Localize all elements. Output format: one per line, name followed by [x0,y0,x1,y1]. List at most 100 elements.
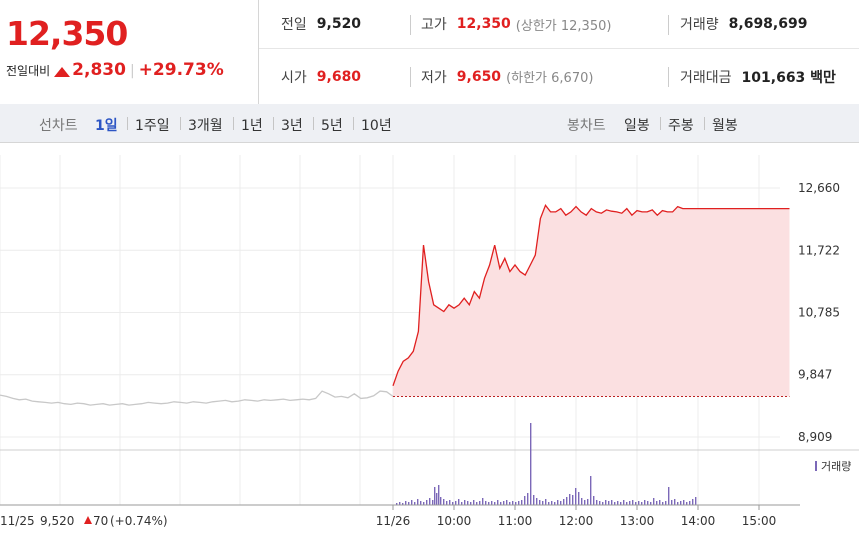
divider [660,117,661,130]
change-percent: +29.73% [138,60,224,80]
prev-day-change: 70 [93,514,108,528]
volume-bar [686,502,688,505]
upper-limit: (상한가 12,350) [515,18,612,34]
volume-bar [611,500,613,505]
period-tab-3m[interactable]: 3개월 [188,118,223,134]
volume-bar [695,497,697,505]
volume-bar [572,495,574,505]
volume-bar [605,500,607,505]
volume-bar [668,487,670,505]
volume-bar [452,502,454,505]
volume-bar [677,502,679,505]
volume-bar [644,500,646,505]
volume-bar [479,501,481,505]
quote-stats: 전일 9,520 고가 12,350 (상한가 12,350) 거래량 8,698,69… [259,0,859,104]
volume-bars [396,423,697,505]
volume-bar [512,501,514,505]
candle-tab-monthly[interactable]: 월봉 [712,118,738,134]
y-tick-label: 9,847 [798,368,832,382]
up-triangle-icon [84,516,92,524]
candle-tab-daily[interactable]: 일봉 [624,118,650,134]
y-tick-label: 8,909 [798,430,832,444]
volume-bar [578,492,580,505]
volume-bar [449,500,451,505]
volume: 거래량 8,698,699 [680,0,807,48]
period-tab-10y[interactable]: 10년 [361,118,392,134]
volume-bar [563,499,565,505]
volume-bar [692,499,694,505]
volume-bar [662,502,664,505]
divider [273,117,274,130]
volume-bar [542,501,544,505]
volume-bar [524,496,526,505]
volume-bar [470,502,472,505]
amount-label: 거래대금 [680,69,732,86]
volume-bar [539,500,541,505]
volume-bar [560,501,562,505]
period-tab-1w[interactable]: 1주일 [135,118,170,134]
volume-bar [494,502,496,505]
period-tab-5y[interactable]: 5년 [321,118,343,134]
volume-bar [659,500,661,505]
volume-bar [581,498,583,505]
volume-bar [629,501,631,505]
divider [668,15,669,35]
volume-bar [671,500,673,505]
volume-bar [503,501,505,505]
volume-bar [608,501,610,505]
volume-bar [434,487,436,505]
candle-tab-weekly[interactable]: 주봉 [668,118,694,134]
volume-bar [653,498,655,505]
volume-bar [614,502,616,505]
volume-bar [432,500,434,505]
volume-bar [650,502,652,505]
volume-bar [402,503,404,505]
stats-row-2: 시가 9,680 저가 9,650 (하한가 6,670) 거래대금 101,663 백… [259,49,859,104]
volume-bar [689,501,691,505]
volume-bar [408,502,410,505]
up-arrow-icon [54,67,71,77]
volume-bar [476,502,478,505]
volume-bar [399,502,401,505]
current-price: 12,350 [6,14,128,53]
volume-bar [620,502,622,505]
volume-bar [674,499,676,505]
volume-bar [440,497,442,505]
volume-bar [569,494,571,505]
divider [180,117,181,130]
today-price-line [392,203,790,387]
volume-bar [593,496,595,505]
volume-bar [438,485,440,505]
volume-bar [635,502,637,505]
period-tab-1y[interactable]: 1년 [241,118,263,134]
x-tick-label: 13:00 [620,514,655,528]
volume-bar [446,501,448,505]
volume-bar [458,499,460,505]
volume-bar [548,502,550,505]
volume-legend-marker [815,461,817,471]
divider [704,117,705,130]
low-value: 9,650 [456,68,502,85]
prev-close-label: 전일 [281,17,307,33]
volume-bar [575,488,577,505]
period-tab-1d[interactable]: 1일 [95,118,118,134]
period-tab-3y[interactable]: 3년 [281,118,303,134]
volume-bar [656,501,658,505]
volume-label: 거래량 [680,17,719,33]
divider [233,117,234,130]
volume-bar [596,500,598,505]
stats-row-1: 전일 9,520 고가 12,350 (상한가 12,350) 거래량 8,698,69… [259,0,859,49]
divider [353,117,354,130]
volume-bar [405,501,407,505]
y-tick-label: 10,785 [798,305,840,319]
chart-toolbar: 선차트 1일 1주일 3개월 1년 3년 5년 10년 봉차트 일봉 주봉 월봉 [0,104,859,143]
quote-header: 12,350 전일대비 2,830 | +29.73% 전일 9,520 고가 12,35… [0,0,859,105]
volume-bar [426,500,428,505]
line-chart-label: 선차트 [39,118,78,134]
volume-bar [443,499,445,505]
prev-day-date: 11/25 [0,514,35,528]
volume-bar [536,498,538,505]
y-tick-label: 12,660 [798,181,840,195]
volume-bar [638,501,640,505]
